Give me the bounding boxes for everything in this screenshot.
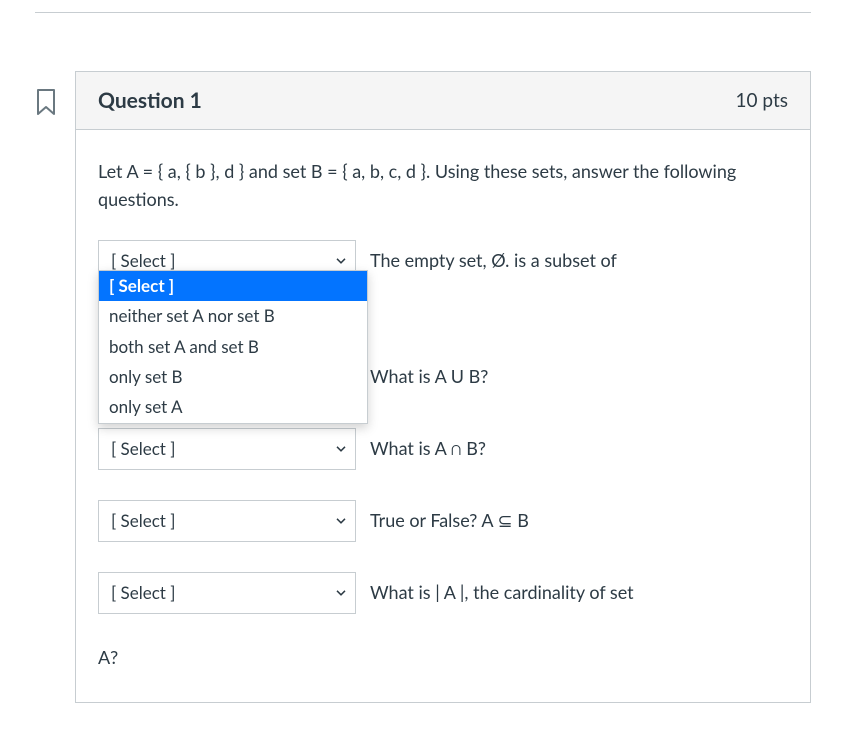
select-dropdown[interactable]: [ Select ] [98, 428, 356, 470]
answer-row: [ Select ] What is | A |, the cardinalit… [98, 572, 788, 614]
chevron-down-icon [335, 508, 347, 534]
question-points: 10 pts [736, 89, 788, 112]
select-value: [ Select ] [111, 508, 175, 534]
dropdown-menu[interactable]: [ Select ] neither set A nor set B both … [98, 270, 368, 424]
answer-label: What is A ∩ B? [370, 435, 486, 463]
question-card: Question 1 10 pts Let A = { a, { b }, d … [75, 71, 811, 703]
question-page: Question 1 10 pts Let A = { a, { b }, d … [0, 13, 846, 733]
dropdown-option[interactable]: only set A [99, 392, 367, 422]
flag-column [35, 71, 75, 119]
chevron-down-icon [335, 580, 347, 606]
dropdown-option[interactable]: [ Select ] [99, 271, 367, 301]
question-prompt: Let A = { a, { b }, d } and set B = { a,… [98, 158, 788, 214]
dropdown-option[interactable]: both set A and set B [99, 332, 367, 362]
answer-row: [ Select ] What is A ∩ B? [98, 428, 788, 470]
answer-label: What is | A |, the cardinality of set [370, 579, 634, 607]
answer-label: The empty set, Ø. is a subset of [370, 247, 617, 275]
dropdown-option[interactable]: only set B [99, 362, 367, 392]
trailing-text: A? [98, 644, 788, 672]
bookmark-flag-icon[interactable] [35, 89, 57, 115]
chevron-down-icon [335, 436, 347, 462]
dropdown-option[interactable]: neither set A nor set B [99, 301, 367, 331]
question-title: Question 1 [98, 88, 202, 113]
select-value: [ Select ] [111, 580, 175, 606]
answer-label: True or False? A ⊆ B [370, 507, 529, 535]
question-body: Let A = { a, { b }, d } and set B = { a,… [76, 130, 810, 702]
answer-row: [ Select ] True or False? A ⊆ B [98, 500, 788, 542]
answer-label: What is A U B? [370, 363, 488, 391]
select-value: [ Select ] [111, 436, 175, 462]
select-dropdown[interactable]: [ Select ] [98, 572, 356, 614]
select-dropdown[interactable]: [ Select ] [98, 500, 356, 542]
question-header: Question 1 10 pts [76, 72, 810, 130]
